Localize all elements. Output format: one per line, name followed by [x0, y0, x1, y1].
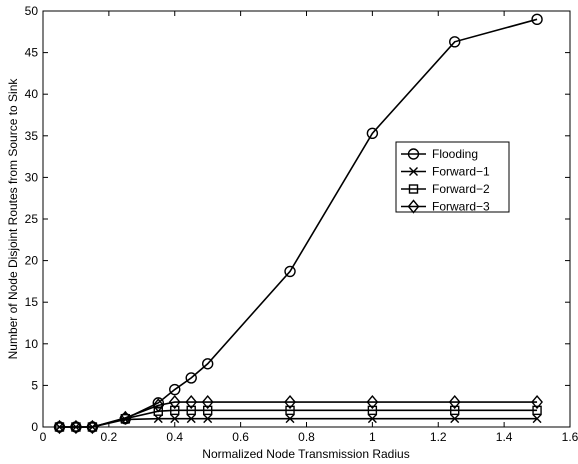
- legend-entry: Flooding: [401, 147, 478, 161]
- data-point-x-stroke: [409, 167, 418, 176]
- legend-label: Forward−3: [432, 200, 490, 214]
- data-point-circle: [169, 383, 181, 396]
- y-axis-ticks: 0 5 10 15 20 25 30 35 40 45 50: [25, 4, 570, 434]
- y-tick-label: 20: [25, 254, 39, 268]
- x-axis-label: Normalized Node Transmission Radius: [202, 447, 409, 461]
- x-tick-label: 0.8: [298, 430, 315, 444]
- data-point-square: [450, 405, 460, 416]
- data-point-diamond: [407, 199, 420, 214]
- data-point-circle: [185, 372, 197, 384]
- y-tick-label: 30: [25, 170, 39, 184]
- data-point-x-stroke: [186, 414, 196, 424]
- data-point-circle: [366, 127, 379, 140]
- legend-label: Forward−1: [432, 165, 490, 179]
- data-point-x-stroke: [170, 414, 180, 424]
- x-tick-label: 0.4: [166, 430, 183, 444]
- data-point-square: [153, 406, 163, 416]
- plot-area: [42, 10, 571, 428]
- data-point-square: [408, 184, 419, 194]
- data-point-diamond: [366, 394, 379, 410]
- data-point-x-stroke: [285, 414, 295, 424]
- y-tick-label: 10: [25, 337, 39, 351]
- data-point-square: [285, 405, 295, 416]
- data-point-x-stroke: [367, 414, 377, 424]
- x-tick-label: 1.6: [562, 430, 578, 444]
- legend-entry: Forward−2: [401, 182, 490, 196]
- data-point-x: [285, 414, 295, 424]
- series-diamond: [53, 394, 543, 435]
- data-point-diamond: [70, 419, 82, 435]
- y-tick-label: 15: [25, 295, 39, 309]
- data-point-circle: [284, 265, 296, 278]
- data-point-x-stroke: [450, 414, 460, 424]
- y-tick-label: 35: [25, 129, 39, 143]
- data-point-circle: [531, 13, 543, 26]
- data-point-square: [202, 405, 213, 416]
- data-point-x: [450, 414, 460, 424]
- data-point-diamond: [531, 394, 543, 410]
- data-point-x: [153, 414, 163, 424]
- data-point-diamond: [152, 398, 165, 413]
- x-tick-label: 1: [369, 430, 376, 444]
- series-line: [59, 401, 538, 428]
- data-point-diamond: [284, 394, 296, 410]
- data-point-circle: [201, 358, 214, 370]
- legend-label: Flooding: [432, 147, 478, 161]
- legend-entry: Forward−3: [401, 199, 490, 214]
- data-point-circle: [449, 36, 461, 48]
- data-point-circle: [407, 148, 420, 160]
- data-point-x-stroke: [532, 414, 542, 424]
- data-point-diamond: [53, 419, 66, 435]
- legend-entry: Forward−1: [401, 165, 490, 179]
- y-tick-label: 0: [31, 420, 38, 434]
- y-tick-label: 25: [25, 212, 39, 226]
- data-point-diamond: [86, 419, 99, 435]
- data-point-diamond: [168, 394, 181, 410]
- y-tick-label: 45: [25, 46, 39, 60]
- data-point-x: [186, 414, 196, 424]
- y-tick-label: 5: [31, 378, 38, 392]
- x-tick-label: 0: [40, 430, 47, 444]
- x-tick-label: 0.6: [232, 430, 249, 444]
- data-point-x: [170, 414, 180, 424]
- y-tick-label: 50: [25, 4, 39, 18]
- data-point-diamond: [185, 394, 198, 410]
- legend-label: Forward−2: [432, 182, 490, 196]
- data-point-x: [367, 414, 377, 424]
- x-tick-label: 0.2: [101, 430, 118, 444]
- x-axis-ticks: 0 0.2 0.4 0.6 0.8 1 1.2 1.4 1.6: [40, 11, 578, 444]
- x-tick-label: 1.4: [496, 430, 513, 444]
- data-point-square: [170, 405, 180, 416]
- data-point-x: [203, 414, 213, 424]
- data-point-diamond: [201, 394, 214, 410]
- data-point-x: [409, 167, 418, 176]
- data-point-square: [367, 405, 378, 416]
- series-layer: [53, 13, 543, 435]
- data-point-diamond: [448, 394, 461, 410]
- data-point-square: [532, 405, 542, 416]
- data-point-diamond: [119, 410, 132, 425]
- x-tick-label: 1.2: [430, 430, 447, 444]
- data-point-x-stroke: [203, 414, 213, 424]
- data-point-square: [186, 405, 196, 416]
- y-tick-label: 40: [25, 87, 39, 101]
- y-axis-label: Number of Node Disjoint Routes from Sour…: [6, 78, 20, 360]
- data-point-x-stroke: [153, 414, 163, 424]
- data-point-x: [532, 414, 542, 424]
- legend: Flooding Forward−1 Forward−2 Forward−3: [395, 141, 510, 214]
